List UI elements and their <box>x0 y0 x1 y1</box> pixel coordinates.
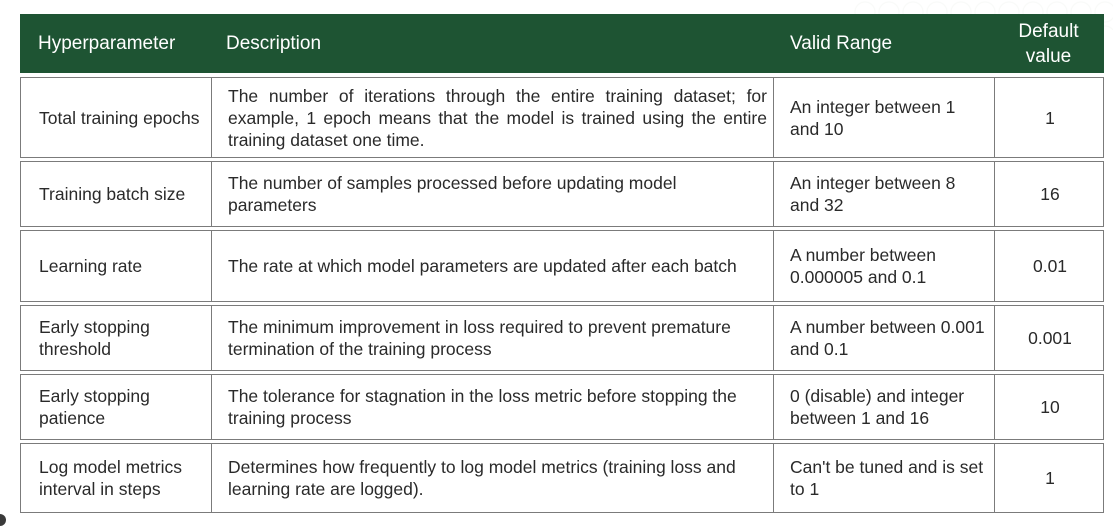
description-cell: The minimum improvement in loss required… <box>211 306 773 370</box>
table-row: Early stopping patience The tolerance fo… <box>20 374 1104 440</box>
default-value-cell: 1 <box>994 78 1105 157</box>
header-description: Description <box>226 32 322 54</box>
hyperparameter-cell: Early stopping patience <box>39 386 150 428</box>
default-value-cell: 1 <box>994 444 1105 512</box>
hyperparameter-cell: Total training epochs <box>39 107 200 128</box>
header-default-value: Default value <box>1018 20 1079 67</box>
hyperparameter-cell: Training batch size <box>39 184 186 204</box>
description-cell: The number of iterations through the ent… <box>211 78 773 157</box>
table-row: Log model metrics interval in steps Dete… <box>20 443 1104 513</box>
valid-range-cell: Can't be tuned and is set to 1 <box>773 444 994 512</box>
valid-range-cell: An integer between 8 and 32 <box>773 162 994 226</box>
description-cell: The tolerance for stagnation in the loss… <box>211 375 773 439</box>
default-value-cell: 16 <box>994 162 1105 226</box>
hyperparameter-table: Hyperparameter Description Valid Range D… <box>20 14 1104 513</box>
description-cell: The rate at which model parameters are u… <box>211 231 773 301</box>
default-value-cell: 10 <box>994 375 1105 439</box>
table-row: Training batch size The number of sample… <box>20 161 1104 227</box>
default-value-cell: 0.001 <box>994 306 1105 370</box>
hyperparameter-cell: Early stopping threshold <box>39 317 150 359</box>
hyperparameter-cell: Learning rate <box>39 256 143 276</box>
valid-range-cell: 0 (disable) and integer between 1 and 16 <box>773 375 994 439</box>
corner-dot <box>0 514 6 526</box>
description-cell: The number of samples processed before u… <box>211 162 773 226</box>
hyperparameter-cell: Log model metrics interval in steps <box>39 457 182 499</box>
valid-range-cell: A number between 0.001 and 0.1 <box>773 306 994 370</box>
description-cell: Determines how frequently to log model m… <box>211 444 773 512</box>
header-valid-range: Valid Range <box>790 32 893 54</box>
table-header-row: Hyperparameter Description Valid Range D… <box>20 14 1104 74</box>
valid-range-cell: An integer between 1 and 10 <box>773 78 994 157</box>
default-value-cell: 0.01 <box>994 231 1105 301</box>
table-row: Total training epochs The number of iter… <box>20 77 1104 158</box>
valid-range-cell: A number between 0.000005 and 0.1 <box>773 231 994 301</box>
table-row: Early stopping threshold The minimum imp… <box>20 305 1104 371</box>
table-row: Learning rate The rate at which model pa… <box>20 230 1104 302</box>
header-hyperparameter: Hyperparameter <box>38 32 176 54</box>
